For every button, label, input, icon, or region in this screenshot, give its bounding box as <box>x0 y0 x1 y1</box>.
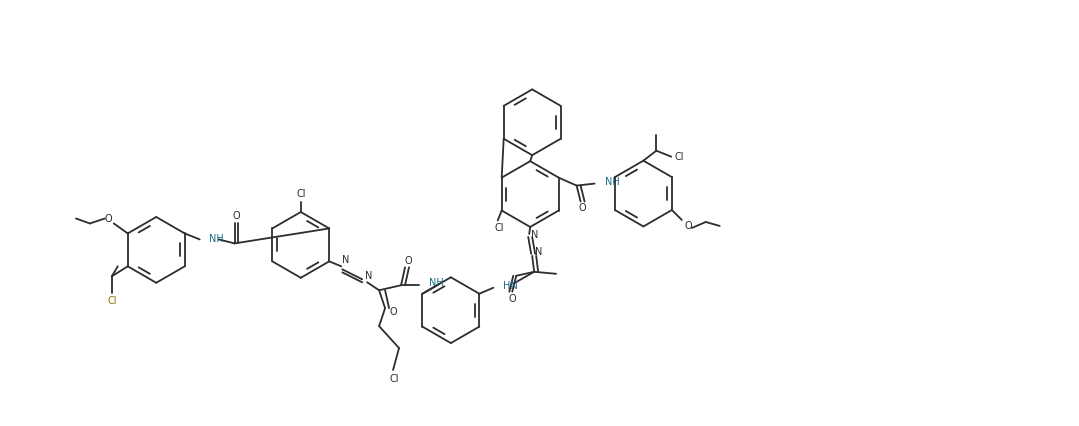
Text: N: N <box>366 271 373 281</box>
Text: O: O <box>684 221 692 231</box>
Text: O: O <box>578 202 586 213</box>
Text: Cl: Cl <box>390 374 399 384</box>
Text: N: N <box>532 230 538 240</box>
Text: HN: HN <box>503 281 518 291</box>
Text: NH: NH <box>429 278 443 288</box>
Text: O: O <box>508 294 516 304</box>
Text: Cl: Cl <box>495 224 505 233</box>
Text: O: O <box>233 211 241 222</box>
Text: N: N <box>342 255 349 265</box>
Text: Cl: Cl <box>674 152 684 162</box>
Text: O: O <box>405 256 412 266</box>
Text: Cl: Cl <box>296 189 305 199</box>
Text: N: N <box>535 247 543 257</box>
Text: O: O <box>104 214 111 225</box>
Text: NH: NH <box>208 234 223 245</box>
Text: NH: NH <box>604 177 619 187</box>
Text: Cl: Cl <box>107 296 117 306</box>
Text: O: O <box>390 307 397 317</box>
